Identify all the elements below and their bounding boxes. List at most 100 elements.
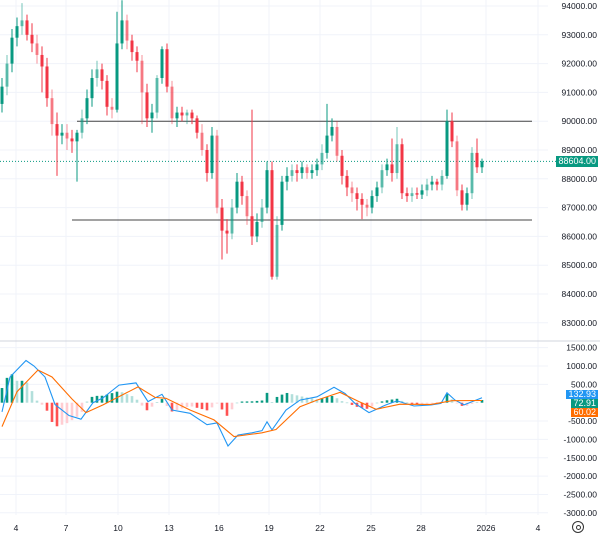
histogram-bar (150, 402, 154, 407)
histogram-bar (340, 401, 344, 403)
candle-body (335, 126, 339, 156)
candle-body (465, 193, 469, 205)
price-axis[interactable]: 94000.00 93000.00 92000.00 91000.00 90000.00… (562, 1, 598, 328)
candle-body (65, 132, 69, 139)
histogram-value-label: 72.91 (571, 398, 598, 408)
histogram-bar (25, 382, 29, 403)
candle-body (175, 112, 179, 119)
candle-body (455, 141, 459, 191)
histogram-bar (155, 402, 159, 403)
candle-body (375, 187, 379, 197)
candle-body (55, 124, 59, 136)
histogram-bar (0, 388, 4, 403)
histogram-bar (415, 402, 419, 405)
histogram-bar (215, 402, 219, 404)
candle-body (275, 224, 279, 277)
candle-body (300, 167, 304, 174)
histogram-bar (470, 402, 474, 404)
candle-body (365, 204, 369, 208)
candle-body (130, 40, 134, 53)
price-tick-label: 86000.00 (562, 231, 598, 241)
histogram-bar (120, 392, 124, 403)
candle-body (380, 170, 384, 188)
histogram-bar (130, 396, 134, 403)
histogram-bar (185, 402, 189, 407)
candle-body (330, 126, 334, 136)
candle-body (100, 69, 104, 81)
candle-body (115, 43, 119, 110)
histogram-bar (85, 401, 89, 403)
time-tick-label: 4 (14, 523, 19, 533)
macd-axis[interactable]: 1500.00 1000.00 500.00 -500.00 -1000.00 -1500… (563, 343, 597, 518)
candle-body (50, 98, 54, 125)
time-axis[interactable]: 4 7 10 13 16 19 22 25 28 2026 4 (14, 523, 541, 533)
histogram-bar (235, 402, 239, 404)
macd-tick-label: 1000.00 (566, 361, 597, 371)
candle-body (255, 222, 259, 237)
price-tick-label: 87000.00 (562, 203, 598, 213)
candle-body (245, 196, 249, 217)
histogram-bar (320, 398, 324, 403)
macd-tick-label: -1000.00 (563, 434, 597, 444)
candle-body (385, 164, 389, 171)
candle-body (85, 98, 89, 119)
histogram-bar (170, 402, 174, 412)
candle-body (450, 121, 454, 142)
candle-body (230, 207, 234, 234)
candle-body (345, 175, 349, 188)
candle-body (165, 49, 169, 87)
histogram-bar (480, 400, 484, 403)
candle-body (285, 175, 289, 182)
candle-body (325, 135, 329, 153)
histogram-bar (195, 402, 199, 408)
price-tick-label: 90000.00 (562, 116, 598, 126)
candle-body (390, 164, 394, 174)
histogram-bar (455, 402, 459, 404)
histogram-bar (205, 402, 209, 411)
price-tick-label: 92000.00 (562, 59, 598, 69)
histogram-bar (145, 402, 149, 411)
candle-body (220, 207, 224, 231)
macd-tick-label: -2500.00 (563, 489, 597, 499)
histogram-bar (160, 398, 164, 403)
histogram-bar (385, 400, 389, 403)
candle-body (225, 230, 229, 234)
histogram-bar (175, 402, 179, 410)
candle-body (80, 118, 84, 133)
histogram-bar (220, 402, 224, 410)
signal-value-label: 60.02 (571, 407, 598, 417)
histogram-bar (260, 400, 264, 403)
histogram-bar (275, 396, 279, 403)
histogram-bar (250, 401, 254, 403)
candle-body (410, 193, 414, 197)
histogram-bar (310, 398, 314, 403)
histogram-bar (80, 402, 84, 412)
candle-body (200, 132, 204, 150)
price-tick-label: 83000.00 (562, 318, 598, 328)
price-tick-label: 91000.00 (562, 87, 598, 97)
histogram-bar (75, 402, 79, 417)
candle-body (30, 34, 34, 44)
candle-body (5, 63, 9, 87)
histogram-bar (350, 402, 354, 405)
candle-body (445, 121, 449, 176)
macd-tick-label: -500.00 (568, 416, 597, 426)
candle-body (145, 92, 149, 119)
histogram-bar (20, 380, 24, 403)
horizontal-levels[interactable] (72, 120, 532, 221)
time-tick-label: 7 (64, 523, 69, 533)
histogram-bar (110, 393, 114, 403)
candle-body (250, 216, 254, 237)
candle-body (430, 181, 434, 185)
price-tick-label: 84000.00 (562, 289, 598, 299)
histogram-bar (345, 402, 349, 404)
candle-body (185, 112, 189, 116)
settings-gear-icon[interactable] (572, 521, 584, 533)
candle-body (440, 175, 444, 185)
histogram-bar (90, 396, 94, 403)
candle-body (150, 112, 154, 119)
candle-body (15, 26, 19, 38)
histogram-bar (230, 402, 234, 410)
histogram-bar (330, 396, 334, 403)
